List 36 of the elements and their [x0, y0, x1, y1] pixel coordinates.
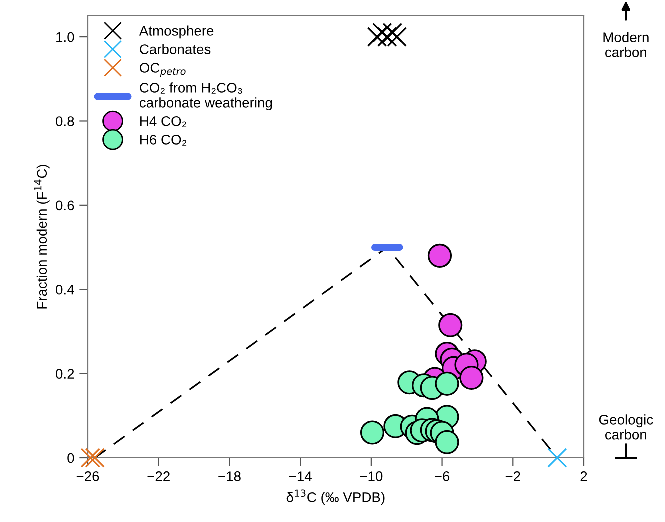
- point: [372, 22, 392, 43]
- y-tick-label: 0: [68, 453, 74, 464]
- point: [428, 244, 452, 268]
- y-axis-title: Fraction modern (F$^{14}$C): [34, 165, 50, 309]
- point: [382, 22, 403, 43]
- x-tick-label: −10: [360, 472, 383, 482]
- point: [435, 430, 460, 454]
- legend-label: H6 CO₂: [140, 134, 187, 146]
- x-tick-label: −18: [218, 472, 241, 482]
- x-tick-label: −2: [506, 472, 520, 482]
- y-tick-label: 1.0: [56, 32, 74, 42]
- point: [360, 420, 385, 445]
- x-tick-label: 2: [580, 472, 588, 482]
- point: [377, 27, 398, 47]
- legend-label: Atmosphere: [139, 26, 214, 39]
- y-tick-label: 0.2: [56, 369, 74, 379]
- x-tick-label: −14: [289, 472, 312, 482]
- x-axis-title: δ$^{13}$C (‰ VPDB): [286, 490, 385, 506]
- y-tick-label: 0.6: [56, 200, 74, 211]
- point: [80, 448, 101, 468]
- legend-label: CO₂ from H₂CO₃ carbonate weathering: [140, 82, 272, 111]
- legend-label: OC$_{petro}$: [140, 63, 186, 78]
- point: [548, 448, 568, 468]
- point: [438, 313, 463, 338]
- point: [460, 366, 484, 390]
- text: Geologic carbon: [599, 414, 654, 440]
- text: Modern carbon: [604, 32, 649, 58]
- y-tick-label: 0.8: [56, 116, 74, 126]
- x-tick-label: −26: [76, 472, 100, 482]
- legend-label: H4 CO₂: [140, 116, 187, 128]
- point: [435, 372, 460, 396]
- legend-label: Carbonates: [140, 44, 211, 54]
- x-tick-label: −6: [435, 472, 450, 482]
- y-tick-label: 0.4: [56, 284, 74, 295]
- x-tick-label: −22: [148, 472, 170, 482]
- point: [85, 448, 105, 468]
